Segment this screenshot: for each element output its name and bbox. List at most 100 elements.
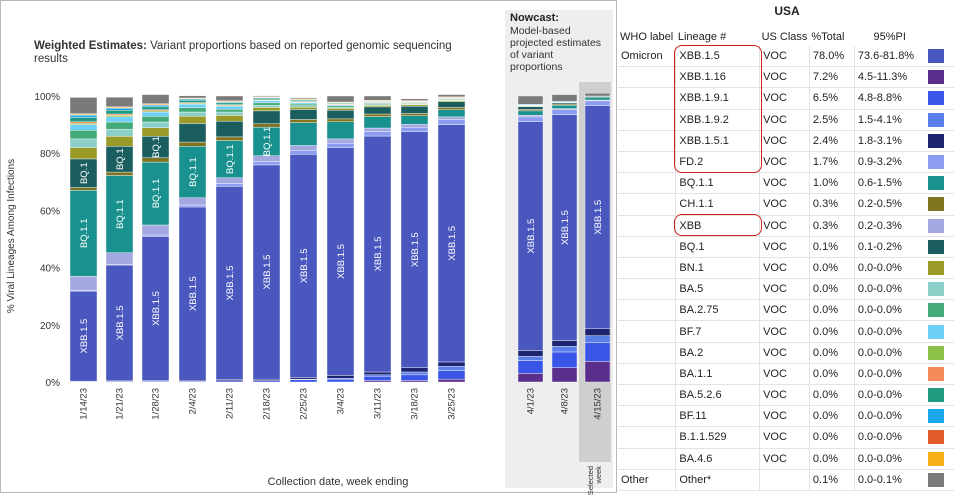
bar-segment-xbb-1-9-1: [437, 370, 466, 380]
bar-segment-xbb-1-5: [289, 154, 318, 378]
color-swatch-cell: [925, 257, 954, 280]
bar-segment-xbb-1-16: [437, 378, 466, 383]
table-row: XBB.1.9.2 VOC 2.5% 1.5-4.1%: [618, 109, 954, 131]
bar-segment-bn-1: [178, 116, 207, 124]
bar-segment-bq-1: [215, 120, 244, 138]
bar-label: XBB.1.5: [151, 291, 162, 326]
pct-total-cell: 0.0%: [808, 342, 855, 364]
lineage-cell: BA.1.1: [675, 363, 760, 386]
pct-total-cell: 0.0%: [808, 405, 855, 428]
lineage-cell: BA.2.75: [675, 299, 760, 322]
color-swatch-cell: [925, 66, 954, 89]
who-label-cell: [618, 320, 676, 343]
color-swatch: [928, 451, 945, 466]
bar-segment-other-: [400, 98, 429, 101]
who-label-cell: [618, 215, 676, 237]
bar-segment-bq-1-1: [289, 122, 318, 146]
bar-segment-xbb-1-9-1: [363, 376, 392, 381]
bar-label: XBB.1.5: [225, 266, 236, 301]
pct-total-cell: 0.3%: [808, 215, 855, 237]
who-label-cell: Other: [618, 468, 676, 491]
bar-segment-fd-2: [437, 119, 466, 125]
header-who-label: WHO label: [620, 31, 674, 43]
us-class-cell: VOC: [759, 257, 810, 280]
bar-segment-xbb-1-9-1: [551, 351, 578, 368]
pi-cell: 0.0-0.0%: [853, 448, 926, 470]
bar-label: XBB.1.5: [79, 319, 90, 354]
bar-segment-xbb-1-9-2: [437, 366, 466, 371]
table-row: BA.5.2.6 VOC 0.0% 0.0-0.0%: [618, 384, 954, 407]
table-row: Other Other* 0.1% 0.0-0.1%: [618, 468, 954, 491]
y-tick-label: 60%: [40, 206, 60, 217]
bar-segment-xbb-1-5-1: [437, 361, 466, 367]
bar-segment-bq-1: [289, 109, 318, 120]
bar-label: XBB.1.5: [336, 244, 347, 279]
bar-segment-bn-1: [141, 127, 170, 137]
bar-segment-ba-5-2-6: [141, 106, 170, 110]
bar-label: XBB.1.5: [560, 210, 571, 245]
bar-segment-ch-1-1: [517, 109, 544, 112]
color-swatch: [928, 366, 945, 381]
bar-segment-ch-1-1: [437, 107, 466, 110]
nowcast-subtitle-line: projected estimates: [510, 37, 601, 49]
color-swatch-cell: [925, 87, 954, 110]
color-swatch: [928, 91, 945, 106]
lineage-cell: CH.1.1: [675, 193, 760, 216]
bar-segment-xbb-1-9-2: [517, 356, 544, 361]
bar-segment-bq-1-1: [69, 190, 98, 277]
bar-segment-bn-1: [326, 108, 355, 111]
us-class-cell: VOC: [759, 299, 810, 322]
bar-segment-bf-7: [178, 104, 207, 108]
pi-cell: 0.1-0.2%: [853, 236, 926, 258]
bar-segment-fd-2: [551, 109, 578, 115]
color-swatch-cell: [925, 342, 954, 364]
x-axis-label: Collection date, week ending: [268, 476, 409, 488]
table-row: BN.1 VOC 0.0% 0.0-0.0%: [618, 257, 954, 280]
bar-label: BQ.1.1: [151, 179, 162, 209]
bar-segment-fd-2: [584, 100, 611, 106]
bar-segment-ba-5: [141, 121, 170, 128]
color-swatch-cell: [925, 405, 954, 428]
bar-segment-bf-11: [105, 108, 134, 111]
x-tick-label: 4/15/23: [593, 388, 604, 420]
who-label-cell: Omicron: [618, 46, 676, 68]
color-swatch: [928, 70, 945, 85]
pct-total-cell: 0.0%: [808, 299, 855, 322]
chart-title-line2: results: [34, 53, 68, 65]
bar-segment-ba-2: [69, 122, 98, 125]
pi-cell: 0.0-0.0%: [853, 384, 926, 407]
table-row: B.1.1.529 VOC 0.0% 0.0-0.0%: [618, 426, 954, 449]
table-row: FD.2 VOC 1.7% 0.9-3.2%: [618, 151, 954, 174]
bar-label: BQ.1.1: [79, 218, 90, 248]
nowcast-title: Nowcast:: [510, 12, 559, 24]
bar-segment-bq-1-1: [584, 96, 611, 101]
bar-segment-xbb-1-5: [141, 236, 170, 381]
bar-label: BQ.1.1: [262, 127, 273, 157]
bar-segment-xbb-1-5-1: [584, 328, 611, 336]
bar-segment-bn-1: [69, 147, 98, 160]
bar-segment-ch-1-1: [289, 119, 318, 123]
color-swatch: [928, 155, 945, 170]
bar-segment-bq-1-1: [215, 140, 244, 178]
color-swatch-cell: [925, 109, 954, 131]
bar-segment-xbb-1-5-1: [517, 350, 544, 357]
who-label-cell: [618, 193, 676, 216]
bar-segment-other-: [551, 94, 578, 102]
x-tick-label: 2/25/23: [299, 388, 310, 420]
y-tick-label: 100%: [34, 92, 60, 103]
us-class-cell: VOC: [759, 320, 810, 343]
bar-segment-fd-2: [326, 142, 355, 148]
lineage-cell: BF.7: [675, 320, 760, 343]
bar-segment-other-: [363, 95, 392, 101]
bar-segment-xbb: [400, 124, 429, 128]
bar-segment-xbb-1-5: [178, 206, 207, 381]
bar-segment-ba-2: [105, 115, 134, 118]
bar-segment-xbb-1-5: [252, 164, 281, 380]
bar-segment-ch-1-1: [252, 123, 281, 128]
bar-segment-other-: [289, 97, 318, 100]
pct-total-cell: 0.0%: [808, 426, 855, 449]
pct-total-cell: 0.0%: [808, 384, 855, 407]
bar-segment-xbb: [326, 138, 355, 144]
table-row: XBB.1.9.1 VOC 6.5% 4.8-8.8%: [618, 87, 954, 110]
bar-segment-bq-1-1: [551, 104, 578, 109]
